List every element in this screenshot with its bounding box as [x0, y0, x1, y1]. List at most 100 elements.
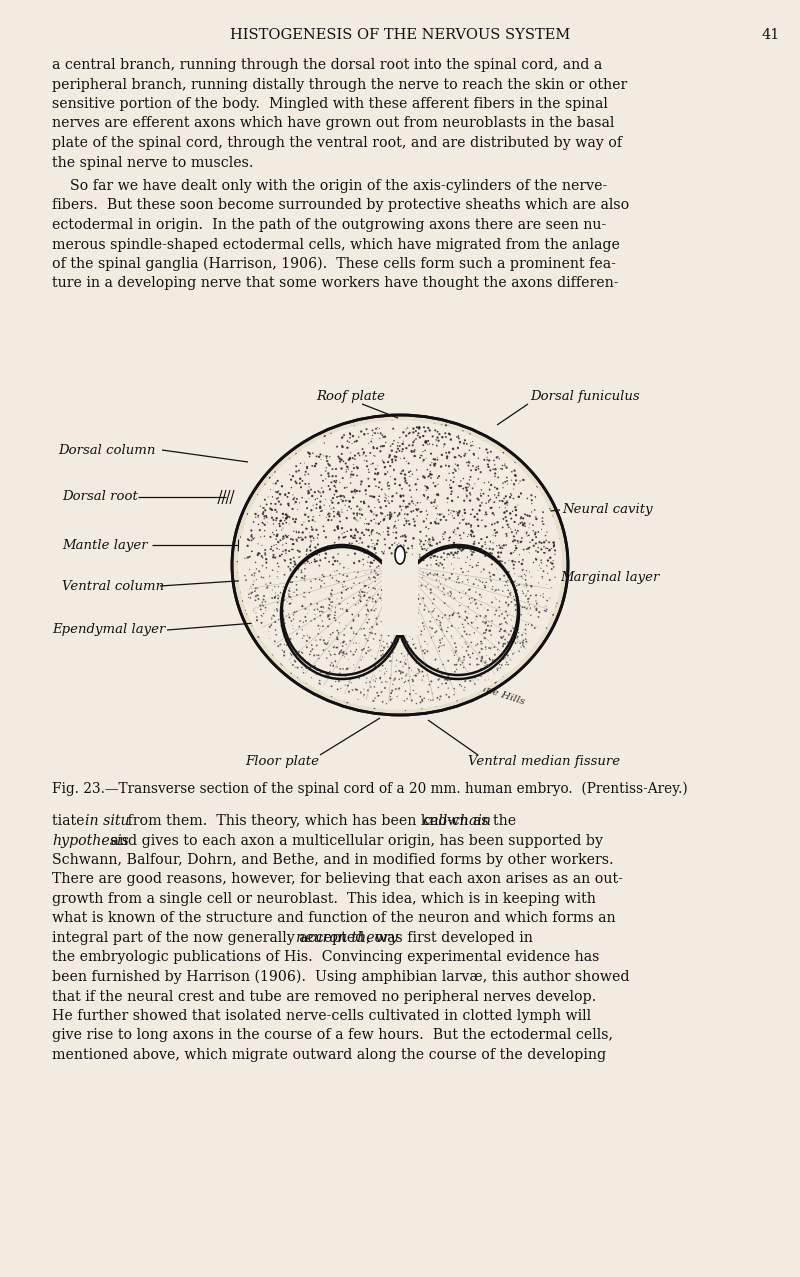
Point [347, 645, 360, 665]
Point [466, 614, 479, 635]
Point [474, 438, 486, 458]
Point [446, 424, 458, 444]
Point [382, 452, 394, 472]
Point [463, 610, 476, 631]
Point [290, 623, 302, 644]
Point [418, 441, 431, 461]
Point [468, 601, 481, 622]
Point [417, 494, 430, 515]
Point [249, 504, 262, 525]
Point [471, 481, 484, 502]
Point [530, 594, 543, 614]
Point [291, 540, 304, 561]
Point [305, 610, 318, 631]
Point [311, 544, 324, 564]
Point [530, 600, 543, 621]
Point [508, 590, 521, 610]
Point [390, 419, 403, 439]
Point [421, 506, 434, 526]
Point [496, 591, 509, 612]
Point [457, 427, 470, 447]
Point [423, 483, 436, 503]
Point [310, 520, 323, 540]
Point [412, 670, 425, 691]
Point [386, 457, 399, 478]
Point [438, 541, 450, 562]
Point [474, 539, 487, 559]
Point [438, 668, 450, 688]
Point [477, 610, 490, 631]
Point [453, 428, 466, 448]
Point [479, 502, 492, 522]
Point [271, 490, 284, 511]
Point [346, 538, 358, 558]
Point [382, 571, 395, 591]
Point [354, 683, 367, 704]
Point [456, 483, 469, 503]
Point [383, 504, 396, 525]
Point [312, 558, 325, 578]
Point [488, 637, 501, 658]
Point [442, 605, 455, 626]
Point [530, 476, 543, 497]
Point [328, 640, 341, 660]
Point [382, 626, 395, 646]
Point [446, 656, 459, 677]
Point [531, 502, 544, 522]
Point [442, 665, 454, 686]
Point [395, 499, 408, 520]
Point [358, 498, 370, 518]
Point [413, 515, 426, 535]
Point [502, 492, 515, 512]
Point [528, 618, 541, 638]
Point [485, 631, 498, 651]
Point [372, 599, 385, 619]
Point [359, 566, 372, 586]
Point [495, 510, 508, 530]
Point [304, 619, 317, 640]
Point [274, 524, 286, 544]
Point [282, 618, 295, 638]
Point [462, 618, 475, 638]
Point [391, 552, 404, 572]
Point [480, 562, 493, 582]
Point [520, 631, 533, 651]
Point [475, 493, 488, 513]
Point [446, 438, 459, 458]
Point [516, 512, 529, 533]
Text: So far we have dealt only with the origin of the axis-cylinders of the nerve-: So far we have dealt only with the origi… [52, 179, 607, 193]
Point [279, 540, 292, 561]
Point [414, 534, 426, 554]
Point [494, 547, 506, 567]
Point [320, 450, 333, 470]
Point [311, 531, 324, 552]
Point [438, 432, 451, 452]
Point [361, 668, 374, 688]
Point [366, 481, 378, 502]
Point [470, 618, 483, 638]
Point [473, 585, 486, 605]
Point [396, 669, 409, 690]
Point [388, 475, 401, 495]
Point [309, 490, 322, 511]
Point [448, 678, 461, 699]
Point [398, 658, 410, 678]
Point [370, 668, 382, 688]
Point [482, 511, 494, 531]
Point [382, 490, 394, 511]
Point [436, 554, 449, 575]
Point [337, 632, 350, 653]
Point [286, 572, 299, 593]
Point [411, 659, 424, 679]
Point [322, 538, 335, 558]
Point [442, 607, 455, 627]
Point [313, 481, 326, 502]
Point [358, 521, 371, 541]
Point [438, 543, 450, 563]
Point [454, 476, 467, 497]
Point [467, 527, 480, 548]
Point [505, 525, 518, 545]
Point [476, 646, 489, 667]
Point [340, 552, 353, 572]
Point [338, 453, 350, 474]
